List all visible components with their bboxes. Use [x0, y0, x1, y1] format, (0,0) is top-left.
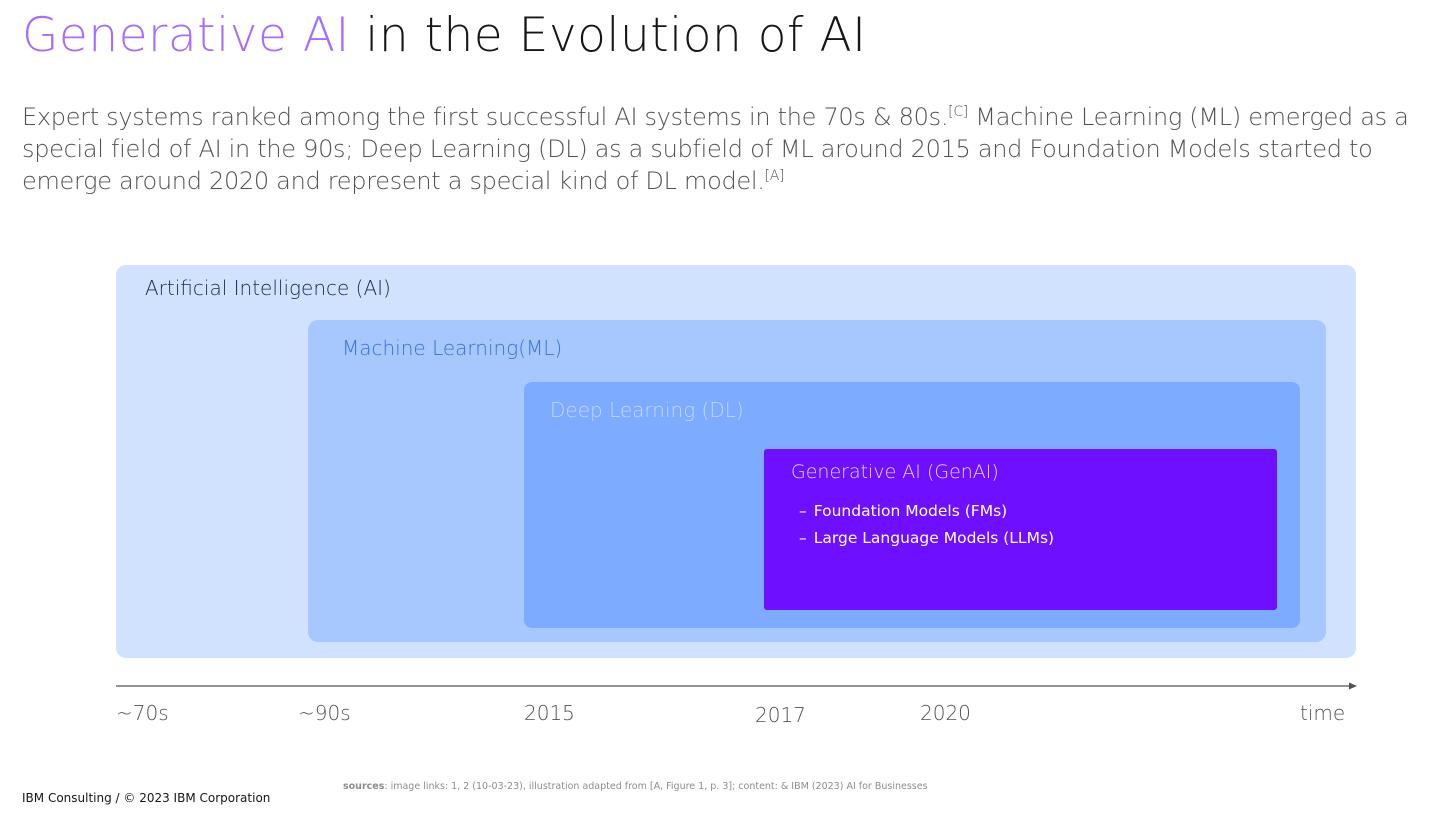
timeline-tick: 2017 — [755, 703, 806, 727]
sources-text: : image links: 1, 2 (10-03-23), illustra… — [384, 781, 928, 792]
footer-copyright: IBM Consulting / © 2023 IBM Corporation — [22, 791, 271, 805]
ml-label: Machine Learning(ML) — [342, 336, 563, 360]
genai-item-text: Foundation Models (FMs) — [813, 502, 1008, 520]
sources-note: sources: image links: 1, 2 (10-03-23), i… — [343, 781, 928, 792]
timeline-axis — [116, 682, 1357, 690]
intro-paragraph: Expert systems ranked among the first su… — [22, 101, 1442, 197]
genai-region — [764, 449, 1277, 610]
title-accent: Generative AI — [22, 8, 350, 63]
genai-label: Generative AI (GenAI) — [791, 461, 999, 483]
ai-label: Artificial Intelligence (AI) — [145, 276, 391, 300]
timeline-tick: ~90s — [298, 701, 351, 725]
citation-a: [A] — [764, 168, 785, 184]
genai-list: – Foundation Models (FMs) – Large Language… — [799, 498, 1054, 552]
dash-icon: – — [799, 502, 807, 520]
genai-item-text: Large Language Models (LLMs) — [813, 529, 1055, 547]
arrow-head-icon — [1349, 682, 1357, 690]
page-title: Generative AI in the Evolution of AI — [22, 6, 866, 66]
timeline-axis-label: time — [1300, 701, 1346, 725]
intro-part-2: Machine Learning (ML) emerged as a speci… — [22, 103, 1409, 195]
genai-list-item: – Large Language Models (LLMs) — [799, 525, 1054, 552]
dl-label: Deep Learning (DL) — [550, 398, 744, 422]
timeline-tick: 2015 — [524, 701, 575, 725]
dash-icon: – — [799, 529, 807, 547]
citation-c: [C] — [948, 104, 968, 120]
title-rest: in the Evolution of AI — [349, 8, 867, 63]
sources-label: sources — [343, 781, 385, 792]
timeline-tick: ~70s — [116, 701, 169, 725]
genai-list-item: – Foundation Models (FMs) — [799, 498, 1054, 525]
timeline-tick: 2020 — [920, 701, 971, 725]
intro-part-1: Expert systems ranked among the first su… — [22, 103, 949, 131]
